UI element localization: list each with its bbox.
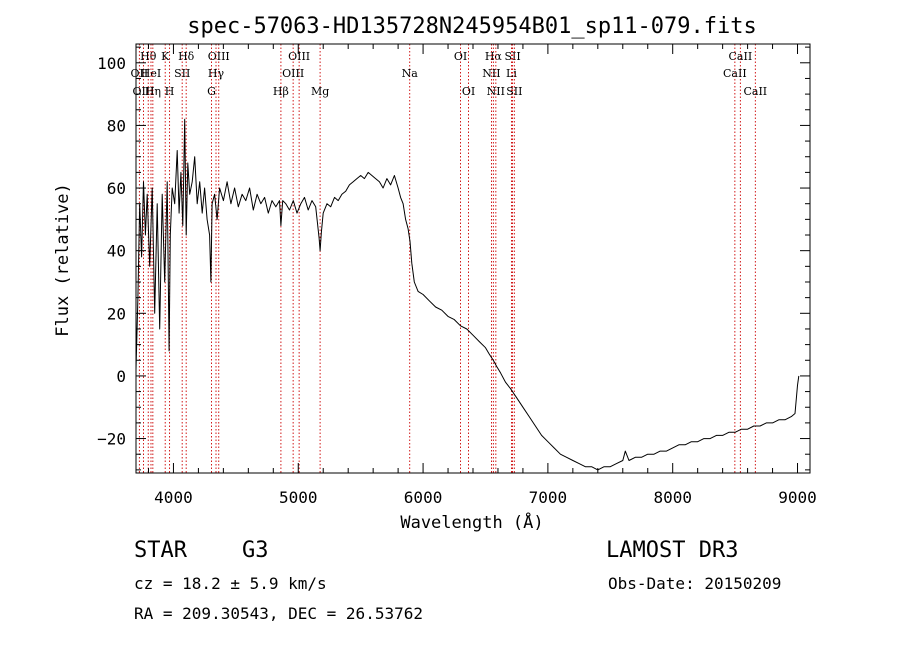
- x-tick-label: 4000: [154, 488, 193, 507]
- redshift-cz: cz = 18.2 ± 5.9 km/s: [134, 574, 327, 593]
- line-marker-label: OI: [462, 85, 475, 98]
- x-tick-label: 7000: [529, 488, 568, 507]
- line-marker-label: SII: [174, 67, 190, 80]
- plot-frame: [135, 43, 811, 474]
- series-line-spectrum: [135, 118, 800, 471]
- x-axis-label: Wavelength (Å): [400, 511, 543, 533]
- line-marker-label: SII: [506, 85, 522, 98]
- line-marker-label: OIII: [208, 50, 230, 63]
- line-marker-label: NII: [487, 85, 505, 98]
- line-marker-label: Hγ: [208, 67, 225, 80]
- survey-name: LAMOST DR3: [606, 538, 739, 563]
- line-marker-label: K: [161, 50, 170, 63]
- line-marker-label: OIII: [288, 50, 310, 63]
- line-marker-label: NII: [482, 67, 500, 80]
- y-tick-label: −20: [97, 430, 126, 449]
- y-tick-label: 80: [107, 116, 126, 135]
- x-tick-label: 9000: [778, 488, 817, 507]
- line-marker-label: G: [207, 85, 216, 98]
- line-marker-label: OI: [454, 50, 467, 63]
- line-marker-label: H: [165, 85, 175, 98]
- x-tick-label: 5000: [279, 488, 318, 507]
- y-tick-label: 100: [97, 54, 126, 73]
- ra-dec: RA = 209.30543, DEC = 26.53762: [134, 604, 423, 623]
- line-marker-label: Na: [402, 67, 419, 80]
- spectral-subclass: G3: [242, 538, 269, 563]
- x-tick-label: 6000: [404, 488, 443, 507]
- line-marker-label: SII: [504, 50, 520, 63]
- line-marker-label: Li: [506, 67, 517, 80]
- line-marker-label: Hθ: [140, 50, 157, 63]
- object-type: STAR: [134, 538, 187, 563]
- line-marker-label: Mg: [311, 85, 329, 98]
- line-marker-label: OIII: [132, 85, 154, 98]
- line-marker-label: Hβ: [273, 85, 289, 98]
- line-marker-label: Hα: [485, 50, 503, 63]
- y-tick-label: 60: [107, 179, 126, 198]
- line-marker-label: CaII: [729, 50, 753, 63]
- chart-title: spec-57063-HD135728N245954B01_sp11-079.f…: [187, 14, 757, 39]
- line-marker-label: HeI: [141, 67, 161, 80]
- obs-date: Obs-Date: 20150209: [608, 574, 782, 593]
- series-layer: [135, 118, 800, 471]
- x-tick-label: 8000: [653, 488, 692, 507]
- y-tick-label: 20: [107, 304, 126, 323]
- line-marker-label: CaII: [723, 67, 747, 80]
- y-tick-label: 40: [107, 242, 126, 261]
- line-marker-label: Hη: [145, 85, 161, 98]
- y-tick-label: 0: [116, 367, 126, 386]
- line-marker-label: OIII: [282, 67, 304, 80]
- line-marker-label: Hδ: [178, 50, 195, 63]
- axes: 4000 5000 6000 7000 8000 9000 −20 0 20 40 60 80 100: [97, 43, 817, 507]
- line-marker-label: CaII: [743, 85, 767, 98]
- y-axis-label: Flux (relative): [53, 183, 73, 337]
